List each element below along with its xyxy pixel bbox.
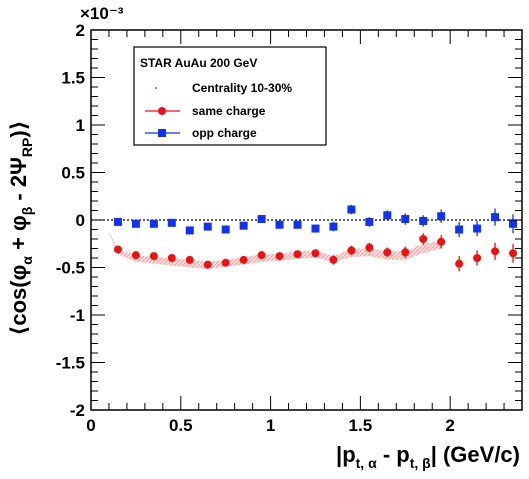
data-point bbox=[419, 235, 428, 243]
data-point bbox=[293, 250, 302, 259]
data-point bbox=[365, 243, 374, 252]
data-point bbox=[239, 221, 248, 230]
data-point bbox=[167, 218, 176, 227]
data-point bbox=[311, 224, 320, 233]
data-point bbox=[275, 252, 284, 261]
y-axis-title-text: ⟨cos(φα + φβ - 2ΨRP)⟩ bbox=[6, 120, 35, 335]
legend-entry-opp-charge: opp charge bbox=[192, 126, 257, 140]
y-tick-label: 0 bbox=[76, 211, 85, 230]
data-point bbox=[401, 248, 410, 257]
legend-centrality-marker bbox=[155, 87, 157, 89]
data-point bbox=[257, 215, 266, 224]
band-area bbox=[109, 231, 442, 270]
data-point bbox=[203, 260, 212, 269]
data-point bbox=[365, 217, 374, 226]
x-tick-label: 0 bbox=[86, 416, 95, 435]
y-tick-label: -1 bbox=[70, 306, 85, 325]
data-point bbox=[329, 255, 338, 264]
data-point bbox=[437, 212, 446, 221]
data-point bbox=[293, 220, 302, 229]
data-point bbox=[131, 219, 140, 228]
data-point bbox=[491, 213, 500, 222]
data-point bbox=[221, 258, 230, 267]
data-point bbox=[347, 246, 356, 255]
y-tick-label: -0.5 bbox=[56, 259, 85, 278]
data-point bbox=[131, 251, 140, 260]
data-point bbox=[347, 205, 356, 214]
data-point bbox=[473, 224, 482, 233]
data-point bbox=[203, 222, 212, 231]
data-point bbox=[473, 254, 482, 262]
x-tick-label: 1 bbox=[266, 416, 275, 435]
y-multiplier-label: ×10⁻³ bbox=[80, 4, 124, 23]
legend-opp-marker bbox=[158, 129, 166, 137]
data-point bbox=[275, 220, 284, 229]
data-point bbox=[185, 226, 194, 235]
legend-entry-centrality: Centrality 10-30% bbox=[192, 81, 292, 95]
y-tick-label: 1.5 bbox=[61, 69, 85, 88]
y-tick-label: -1.5 bbox=[56, 354, 85, 373]
y-tick-label: 1 bbox=[76, 116, 85, 135]
data-point bbox=[401, 215, 410, 224]
data-point bbox=[455, 259, 464, 268]
data-point bbox=[509, 249, 518, 258]
axis-ticks: 0 0.5 1 1.5 2 -2 -1.5 -1 -0.5 0 0.5 1 1.5 2 bbox=[56, 21, 523, 435]
legend-header: STAR AuAu 200 GeV bbox=[140, 56, 257, 70]
series-layer bbox=[113, 204, 518, 272]
y-axis-title: ⟨cos(φα + φβ - 2ΨRP)⟩ bbox=[6, 120, 35, 335]
systematic-band bbox=[109, 231, 442, 270]
data-point bbox=[437, 237, 446, 246]
y-tick-label: 2 bbox=[76, 21, 85, 40]
x-tick-label: 2 bbox=[445, 416, 454, 435]
x-tick-label: 0.5 bbox=[169, 416, 193, 435]
series-square bbox=[113, 204, 518, 238]
data-point bbox=[239, 255, 248, 264]
data-point bbox=[329, 222, 338, 231]
data-point bbox=[383, 211, 392, 220]
legend-entry-same-charge: same charge bbox=[192, 104, 266, 118]
y-tick-label: 0.5 bbox=[61, 164, 85, 183]
data-point bbox=[221, 225, 230, 234]
x-tick-label: 1.5 bbox=[349, 416, 373, 435]
legend-box bbox=[133, 46, 327, 146]
data-point bbox=[491, 247, 500, 256]
data-point bbox=[167, 254, 176, 262]
data-point bbox=[149, 252, 158, 261]
data-point bbox=[113, 217, 122, 226]
y-tick-label: -2 bbox=[70, 401, 85, 420]
legend-same-marker bbox=[158, 107, 166, 115]
legend: STAR AuAu 200 GeV Centrality 10-30% same… bbox=[133, 46, 327, 146]
data-point bbox=[419, 216, 428, 225]
data-point bbox=[149, 219, 158, 228]
series-circle bbox=[113, 233, 518, 272]
data-point bbox=[383, 248, 392, 257]
data-point bbox=[113, 245, 122, 254]
data-point bbox=[455, 225, 464, 234]
data-point bbox=[185, 255, 194, 264]
data-point bbox=[311, 249, 320, 258]
data-point bbox=[257, 251, 266, 260]
data-point bbox=[509, 219, 518, 228]
